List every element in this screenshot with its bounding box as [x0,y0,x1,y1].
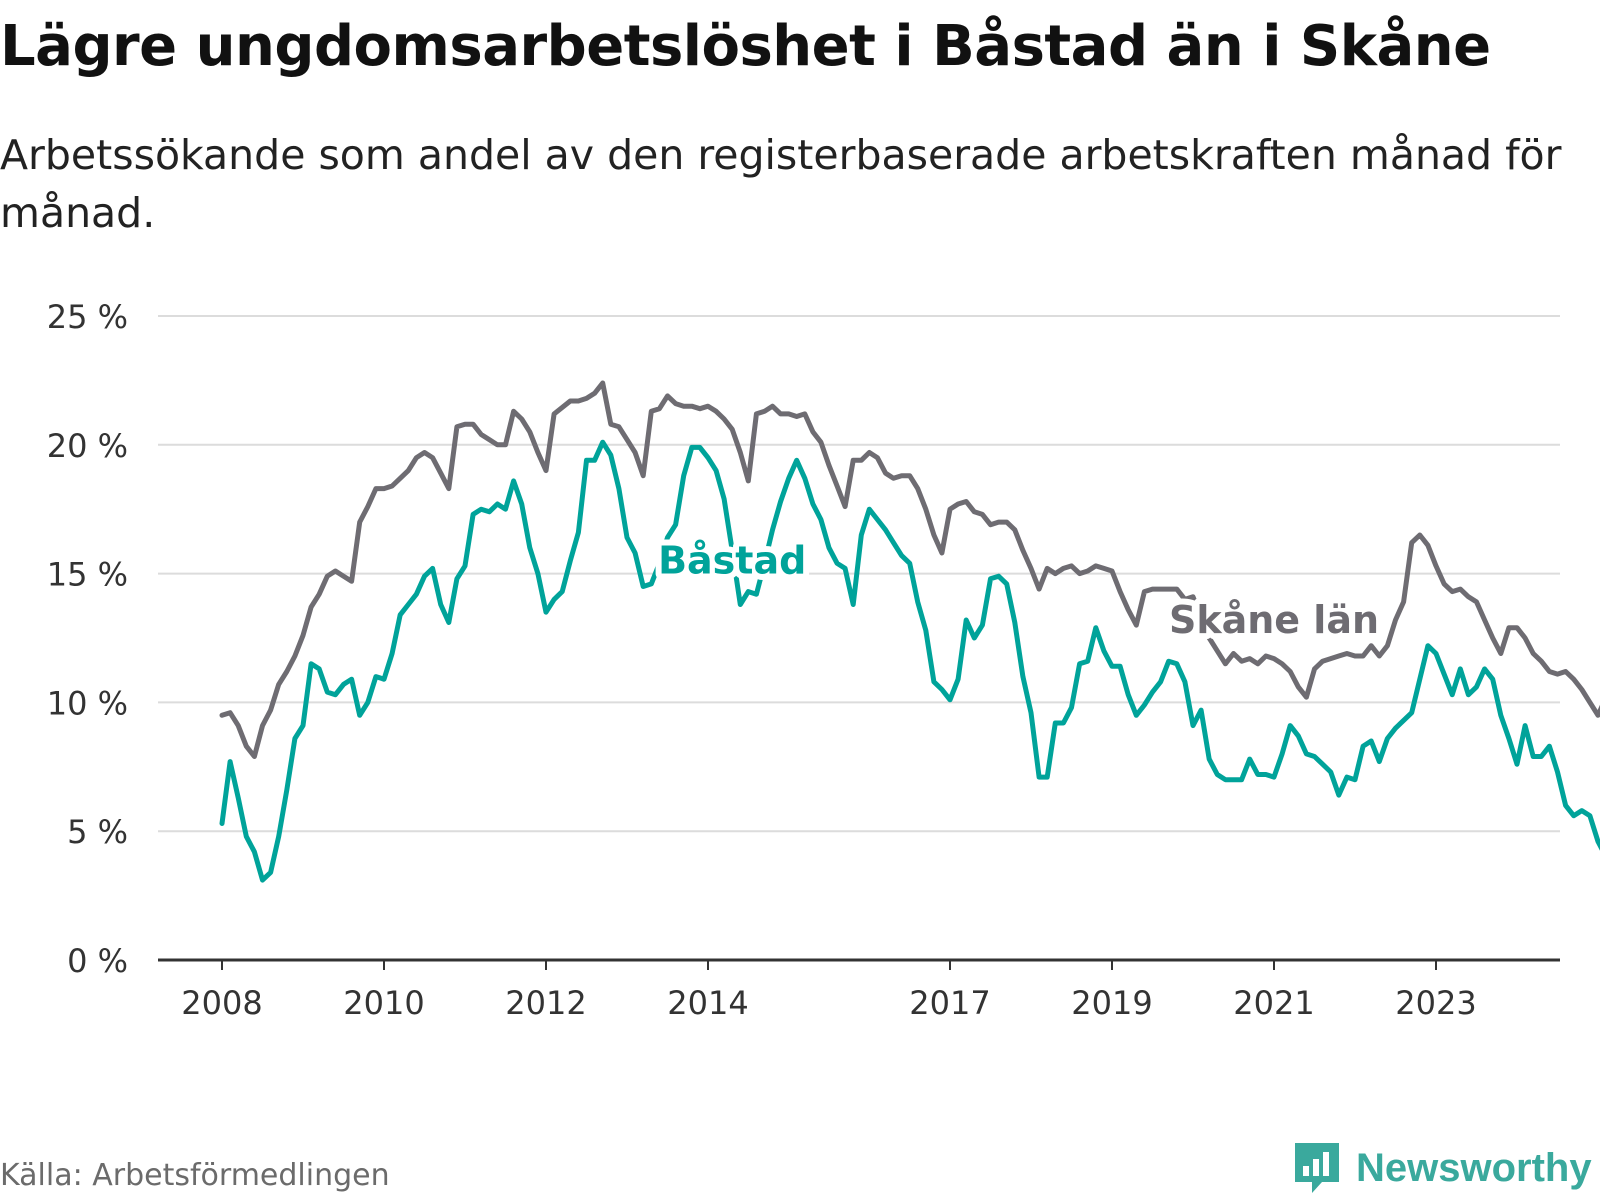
brand[interactable]: Newsworthy [1292,1140,1592,1196]
series-labels: 10,4 %Skåne län6,8 %Båstad [652,533,1385,648]
x-tick-label-2014: 2014 [667,984,748,1022]
newsworthy-logo-icon [1295,1143,1339,1193]
x-tick-label-2008: 2008 [181,984,262,1022]
y-tick-label-20: 20 % [47,427,128,465]
y-tick-label-10: 10 % [47,684,128,722]
y-axis-labels: 0 % 5 % 10 % 15 % 20 % 25 % [47,298,128,980]
chart-subtitle: Arbetssökande som andel av den registerb… [0,131,1562,237]
series-lines [219,380,1600,883]
y-tick-label-15: 15 % [47,556,128,594]
x-tick-label-2012: 2012 [505,984,586,1022]
series-line-b-stad [219,439,1600,883]
y-tick-label-25: 25 % [47,298,128,336]
x-tick-label-2023: 2023 [1395,984,1476,1022]
series-name-label-b-stad: Båstad [658,539,806,583]
series-name-label-sk-ne-l-n: Skåne län [1169,598,1379,642]
x-tick-label-2017: 2017 [909,984,990,1022]
brand-name: Newsworthy [1356,1145,1592,1190]
y-tick-label-0: 0 % [67,942,128,980]
x-axis: 2008 2010 2012 2014 2017 2019 2021 2023 [158,958,1560,1022]
x-tick-label-2019: 2019 [1071,984,1152,1022]
source-note: Källa: Arbetsförmedlingen [0,1158,390,1193]
x-tick-label-2021: 2021 [1233,984,1314,1022]
y-tick-label-5: 5 % [67,813,128,851]
series-line-sk-ne-l-n [219,380,1600,759]
x-tick-label-2010: 2010 [343,984,424,1022]
chart-title: Lägre ungdomsarbetslöshet i Båstad än i … [0,14,1491,79]
gridlines [158,315,1560,833]
